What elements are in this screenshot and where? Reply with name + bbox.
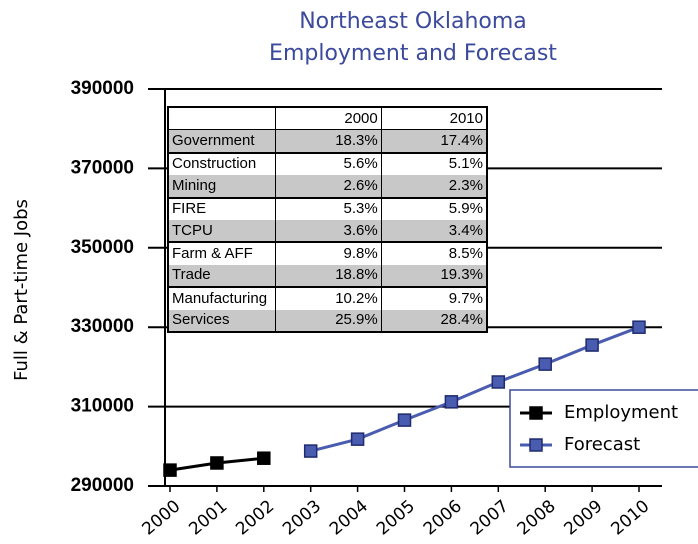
data-point — [257, 451, 271, 465]
data-point — [350, 432, 365, 446]
data-point — [491, 375, 506, 389]
table-cell: 8.5% — [380, 242, 487, 265]
y-tick-label: 350000 — [71, 237, 134, 258]
data-table: 2000 2010 Government 18.3% 17.4% Construction… — [167, 106, 488, 333]
table-cell: 18.8% — [275, 264, 382, 289]
table-row: Government 18.3% 17.4% — [167, 129, 487, 154]
table-header-row: 2000 2010 — [167, 107, 487, 131]
table-cell: 5.3% — [275, 197, 382, 220]
x-tick-label: 2009 — [561, 496, 607, 539]
legend-marker — [529, 438, 543, 452]
table-cell: 28.4% — [380, 309, 487, 333]
table-cell: 10.2% — [275, 287, 382, 310]
data-point — [632, 320, 646, 334]
table-cell: 5.9% — [380, 197, 487, 220]
y-tick-label: 370000 — [71, 157, 134, 178]
table-cell: 17.4% — [380, 129, 487, 154]
table-row: Services 25.9% 28.4% — [167, 309, 487, 333]
table-cell: 5.1% — [380, 152, 487, 176]
table-row: TCPU 3.6% 3.4% — [167, 219, 487, 244]
y-tick-label: 330000 — [71, 316, 134, 337]
legend: Employment Forecast — [509, 389, 698, 468]
x-tick-label: 2005 — [373, 496, 419, 539]
data-point — [303, 444, 318, 458]
table-cell: TCPU — [167, 219, 276, 244]
data-point — [585, 338, 599, 352]
table-header: 2010 — [380, 107, 487, 131]
legend-marker — [529, 406, 543, 420]
x-tick-label: 2007 — [467, 496, 513, 539]
legend-label: Employment — [564, 402, 678, 423]
x-tick-label: 2008 — [514, 496, 560, 539]
table-cell: Government — [167, 129, 276, 154]
table-cell: 9.7% — [380, 287, 487, 310]
table-cell: Services — [167, 309, 276, 333]
table-cell: Construction — [167, 152, 276, 176]
legend-box — [509, 389, 698, 468]
table-cell: 3.4% — [380, 219, 487, 244]
table-row: Construction 5.6% 5.1% — [167, 152, 487, 176]
table-cell: 2.3% — [380, 175, 487, 199]
table-row: Farm & AFF 9.8% 8.5% — [167, 242, 487, 265]
table-cell: 9.8% — [275, 242, 382, 265]
table-cell: 2.6% — [275, 175, 382, 199]
y-tick-label: 310000 — [71, 396, 134, 417]
table-cell: 18.3% — [275, 129, 382, 154]
y-tick-label: 290000 — [71, 475, 134, 496]
x-tick-label: 2001 — [185, 496, 231, 539]
table-row: Manufacturing 10.2% 9.7% — [167, 287, 487, 310]
legend-label: Forecast — [564, 434, 640, 455]
x-tick-label: 2004 — [326, 496, 372, 539]
data-point — [210, 456, 224, 470]
x-tick-label: 2003 — [279, 496, 325, 539]
y-axis-label: Full & Part-time Jobs — [11, 199, 32, 381]
table-cell: Manufacturing — [167, 287, 276, 310]
x-tick-label: 2010 — [607, 496, 653, 539]
table-cell: FIRE — [167, 197, 276, 220]
series-line — [310, 325, 640, 453]
chart-title: Northeast Oklahoma Employment and Foreca… — [269, 9, 557, 66]
table-cell: Mining — [167, 175, 276, 199]
x-tick-label: 2002 — [232, 496, 278, 539]
table-row: FIRE 5.3% 5.9% — [167, 197, 487, 220]
table-cell: 19.3% — [380, 264, 487, 289]
table-cell: Trade — [167, 264, 276, 289]
table-cell: 5.6% — [275, 152, 382, 176]
y-tick-label: 390000 — [71, 78, 134, 99]
data-point — [163, 463, 177, 477]
table-cell: Farm & AFF — [167, 242, 276, 265]
x-tick-label: 2006 — [420, 496, 466, 539]
x-tick-label: 2000 — [138, 496, 184, 539]
table-header: 2000 — [275, 107, 382, 131]
table-row: Mining 2.6% 2.3% — [167, 175, 487, 199]
table-cell — [167, 107, 276, 131]
data-point — [397, 413, 412, 427]
table-cell: 25.9% — [275, 309, 382, 333]
table-row: Trade 18.8% 19.3% — [167, 264, 487, 289]
data-point — [444, 395, 459, 409]
data-point — [538, 357, 552, 371]
table-cell: 3.6% — [275, 219, 382, 244]
